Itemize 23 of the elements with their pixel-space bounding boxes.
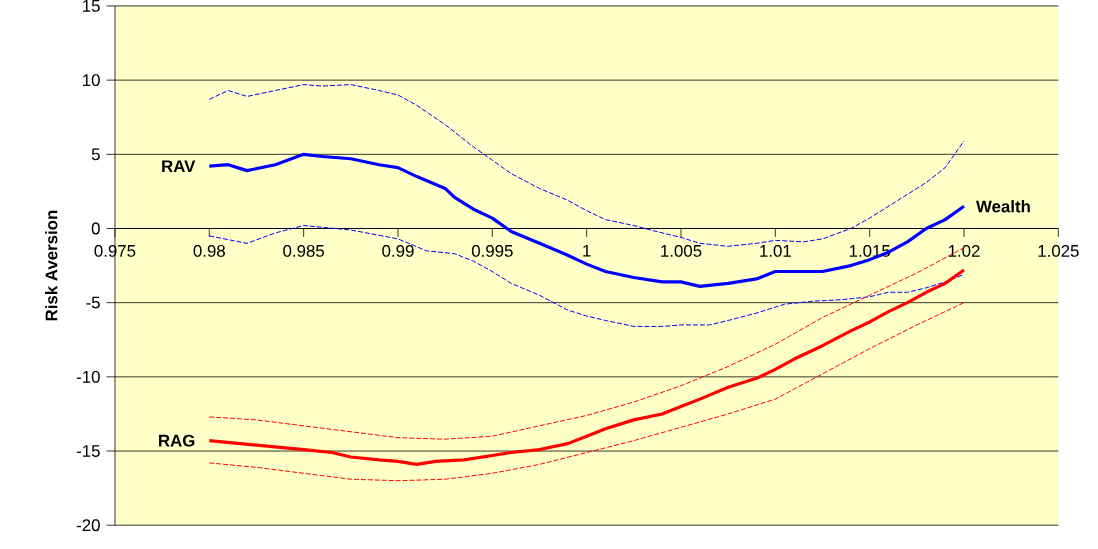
y-tick-label: 0 xyxy=(91,222,100,235)
line-series xyxy=(208,84,965,247)
x-tick-label: 0.99 xyxy=(382,244,414,257)
x-axis-title: Wealth xyxy=(976,200,1030,213)
y-tick-label: -20 xyxy=(76,519,100,532)
x-tick-label: 1 xyxy=(583,244,591,257)
x-tick-label: 1.025 xyxy=(1038,244,1079,257)
x-tick-label: 0.985 xyxy=(283,244,325,257)
y-axis-title: Risk Aversion xyxy=(45,210,58,321)
series-label: RAG xyxy=(159,434,195,447)
x-tick-label: 0.995 xyxy=(471,244,513,257)
y-tick-label: -10 xyxy=(76,370,100,383)
x-tick-label: 1.02 xyxy=(948,244,980,257)
y-tick-label: 15 xyxy=(83,0,100,12)
x-tick-label: 1.005 xyxy=(661,244,702,257)
x-tick-label: 0.98 xyxy=(193,244,225,257)
x-tick-label: 1.01 xyxy=(760,244,791,257)
x-tick-label: 0.975 xyxy=(94,244,136,257)
series-label: RAV xyxy=(162,160,196,172)
y-tick-label: -5 xyxy=(86,296,100,309)
y-tick-label: 10 xyxy=(83,74,100,87)
y-tick-label: 5 xyxy=(91,148,100,161)
y-tick-label: -15 xyxy=(76,445,100,457)
